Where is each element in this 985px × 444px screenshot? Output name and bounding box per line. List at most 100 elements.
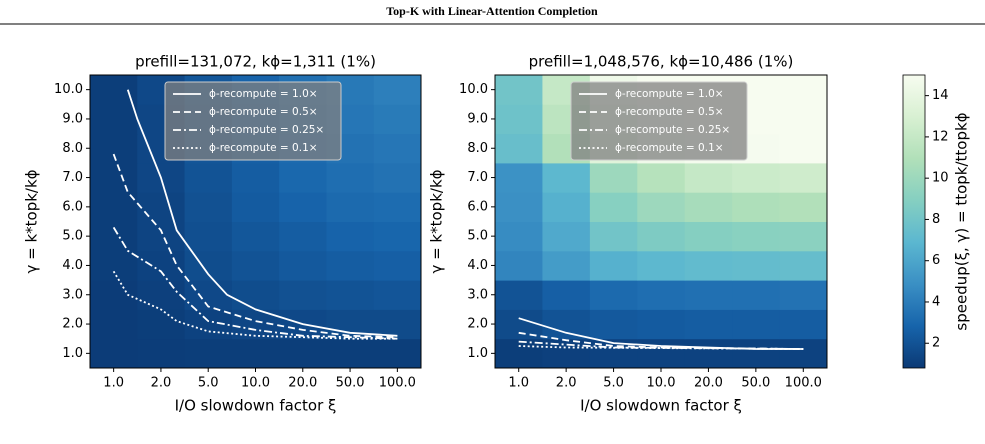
heatmap-cell	[279, 192, 327, 222]
axes-title: prefill=1,048,576, kϕ=10,486 (1%)	[529, 53, 794, 71]
x-axis-label: I/O slowdown factor ξ	[580, 397, 742, 415]
heatmap-cell	[231, 162, 280, 193]
y-tick-label: 8.0	[62, 141, 83, 156]
heatmap-cell	[495, 280, 543, 310]
heatmap-cell	[495, 104, 543, 135]
colorbar-tick-label: 2	[932, 336, 940, 351]
heatmap-cell	[684, 162, 733, 193]
heatmap-cell	[495, 309, 543, 340]
y-tick-label: 10.0	[54, 82, 83, 97]
heatmap-cell	[326, 221, 375, 252]
heatmap-panel: 1.0 2.0 5.0 10.0 20.0 50.0 100.0 1.0 2.0 3.0 4.0 5.…	[23, 53, 422, 415]
heatmap-cell	[779, 250, 828, 281]
heatmap-cell	[637, 280, 686, 310]
heatmap-cell	[90, 221, 138, 252]
heatmap-cell	[589, 162, 638, 193]
heatmap-cell	[184, 309, 233, 340]
heatmap-cell	[279, 338, 327, 369]
heatmap-cell	[326, 162, 375, 193]
heatmap-cell	[90, 162, 138, 193]
colorbar	[902, 74, 926, 369]
heatmap-cell	[542, 338, 591, 369]
legend-label: ϕ-recompute = 1.0×	[615, 88, 724, 100]
heatmap-cell	[90, 250, 138, 281]
y-tick-label: 2.0	[62, 317, 83, 332]
x-tick-label: 10.0	[241, 376, 270, 391]
heatmap-cell	[684, 338, 733, 369]
heatmap-cell	[90, 280, 138, 310]
heatmap-cell	[326, 250, 375, 281]
heatmap-cell	[779, 104, 828, 135]
heatmap-cell	[779, 162, 828, 193]
y-tick-label: 4.0	[467, 258, 488, 273]
x-tick-label: 5.0	[603, 376, 624, 391]
x-tick-label: 10.0	[647, 376, 676, 391]
heatmap-cell	[542, 309, 591, 340]
heatmap-cell	[184, 192, 233, 222]
heatmap-cell	[184, 250, 233, 281]
contour-line	[518, 340, 804, 350]
legend-label: ϕ-recompute = 0.25×	[615, 124, 730, 136]
heatmap-cell	[90, 338, 138, 369]
colorbar-label: speedup(ξ, γ) = ttopk/ttopkϕ	[953, 112, 971, 330]
heatmap-cell	[495, 338, 543, 369]
heatmap-cell	[732, 338, 781, 369]
colorbar-tick-label: 4	[932, 294, 940, 309]
heatmap-cell	[90, 75, 138, 105]
x-tick-label: 20.0	[694, 376, 723, 391]
heatmap-cell	[373, 250, 422, 281]
heatmap-cell	[732, 309, 781, 340]
heatmap-cell	[684, 309, 733, 340]
legend-label: ϕ-recompute = 0.25×	[209, 124, 324, 136]
legend-label: ϕ-recompute = 0.5×	[209, 106, 318, 118]
heatmap-cell	[184, 221, 233, 252]
y-tick-label: 3.0	[62, 287, 83, 302]
legend-box	[570, 81, 748, 161]
heatmap-cell	[373, 133, 422, 164]
x-tick-label: 100.0	[785, 376, 822, 391]
heatmap-cell	[90, 309, 138, 340]
legend-label: ϕ-recompute = 0.1×	[615, 142, 724, 154]
heatmap-cell	[495, 75, 543, 105]
y-tick-label: 5.0	[62, 229, 83, 244]
heatmap-cell	[184, 338, 233, 369]
x-tick-label: 20.0	[288, 376, 317, 391]
y-tick-label: 2.0	[467, 317, 488, 332]
colorbar-tick-label: 8	[932, 212, 940, 227]
y-axis-label: γ = k*topk/kϕ	[23, 169, 41, 273]
contour-line	[112, 153, 398, 339]
x-tick-label: 5.0	[198, 376, 219, 391]
colorbar-tick-label: 14	[932, 88, 949, 103]
heatmap-cell	[231, 192, 280, 222]
contour-line	[518, 317, 804, 350]
heatmap-cell	[589, 192, 638, 222]
heatmap-cell	[732, 280, 781, 310]
heatmap-cell	[684, 250, 733, 281]
heatmap-cell	[495, 192, 543, 222]
heatmap-cell	[90, 104, 138, 135]
y-tick-label: 5.0	[467, 229, 488, 244]
heatmap-cell	[542, 280, 591, 310]
y-tick-label: 9.0	[467, 111, 488, 126]
heatmap-cell	[326, 280, 375, 310]
heatmap-cell	[279, 162, 327, 193]
x-tick-label: 100.0	[379, 376, 416, 391]
y-tick-label: 3.0	[467, 287, 488, 302]
axes-title: prefill=131,072, kϕ=1,311 (1%)	[135, 53, 376, 71]
heatmap-cell	[732, 192, 781, 222]
heatmap-cell	[137, 280, 186, 310]
heatmap-cell	[779, 309, 828, 340]
heatmap-cell	[137, 250, 186, 281]
legend-label: ϕ-recompute = 0.5×	[615, 106, 724, 118]
heatmap-cell	[279, 280, 327, 310]
colorbar-tick-label: 10	[932, 171, 949, 186]
heatmap-cell	[779, 221, 828, 252]
y-tick-label: 9.0	[62, 111, 83, 126]
heatmap-cell	[684, 280, 733, 310]
heatmap-cell	[637, 221, 686, 252]
heatmap-cell	[589, 309, 638, 340]
y-tick-label: 7.0	[467, 170, 488, 185]
heatmap-cell	[732, 221, 781, 252]
y-tick-label: 6.0	[62, 199, 83, 214]
